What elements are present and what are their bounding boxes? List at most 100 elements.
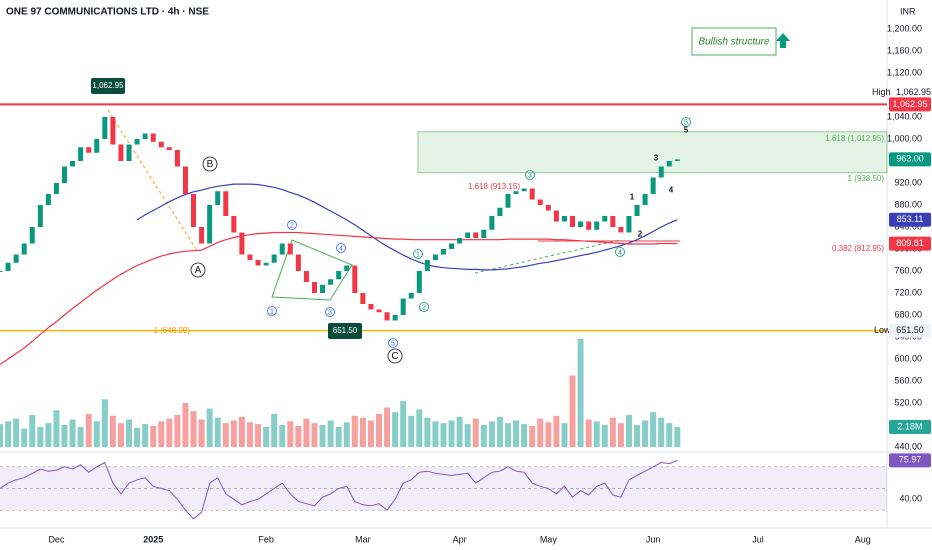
wave-label: 3 — [654, 154, 659, 163]
low-tag-bg — [889, 323, 931, 338]
candle — [328, 279, 334, 285]
target-zone — [417, 131, 888, 174]
wave-label: 2 — [290, 222, 294, 229]
candle — [53, 183, 59, 194]
wave-circle — [387, 348, 403, 364]
candle — [150, 133, 156, 142]
volume-bar — [448, 420, 455, 447]
candle — [489, 216, 495, 230]
volume-bar — [496, 416, 503, 447]
candle — [441, 249, 446, 255]
volume-bar — [367, 420, 374, 447]
wave-triangle — [271, 239, 353, 301]
volume-bar — [561, 423, 568, 447]
candle — [505, 194, 511, 208]
y-tick-label: 600.00 — [894, 353, 922, 363]
volume-bar — [198, 419, 205, 447]
y-tick-label: 1,200.00 — [887, 23, 922, 33]
volume-bar — [61, 425, 68, 447]
candle — [29, 227, 35, 244]
candle — [279, 243, 285, 255]
candle — [360, 293, 366, 304]
volume-bar — [400, 401, 407, 447]
candle — [142, 133, 148, 139]
price-tag: 963.00 — [896, 154, 924, 164]
volume-bar — [222, 423, 229, 447]
candle — [642, 194, 648, 205]
volume-bar — [190, 411, 197, 447]
volume-bar — [351, 415, 358, 447]
volume-bar — [311, 423, 318, 447]
candle — [666, 161, 672, 167]
candle — [618, 227, 624, 233]
volume-bar — [69, 419, 76, 447]
ma-tag-bg — [889, 212, 931, 227]
ma-tag: 853.11 — [897, 214, 924, 224]
y-tick-label: 560.00 — [894, 375, 922, 385]
candle — [13, 254, 19, 263]
volume-bar — [464, 424, 471, 447]
wave-label: 5 — [684, 119, 688, 126]
volume-bar — [537, 418, 544, 447]
volume-bar — [432, 421, 439, 447]
candle — [658, 166, 664, 178]
volume-bar — [158, 421, 165, 447]
wave-label: 3 — [528, 172, 532, 179]
volume-bar — [303, 418, 310, 447]
wave-circle — [325, 307, 335, 317]
candle — [118, 144, 124, 161]
chart-title: ONE 97 COMMUNICATIONS LTD · 4h · NSE — [6, 7, 209, 18]
wave-circle — [190, 262, 206, 278]
low-caption: Low — [874, 325, 891, 335]
volume-bar — [263, 426, 270, 447]
volume-bar — [513, 420, 520, 447]
volume-bar — [384, 407, 391, 447]
candle — [247, 254, 253, 260]
volume-bar — [617, 423, 624, 447]
wave-circle — [267, 306, 277, 316]
volume-bar — [601, 425, 608, 447]
volume-bar — [246, 422, 253, 447]
volume-bar — [101, 399, 108, 447]
volume-bar — [480, 425, 487, 447]
candle — [239, 232, 245, 255]
y-tick-label: 1,000.00 — [887, 133, 922, 143]
candle — [271, 254, 277, 263]
wave-circle — [413, 249, 423, 259]
rsi-tag-bg — [889, 453, 931, 468]
ma-tag-bg — [889, 236, 931, 251]
candle — [424, 260, 430, 271]
wave-label: 4 — [669, 186, 674, 195]
note: Bullish structure — [698, 37, 770, 48]
volume-bar — [166, 418, 173, 447]
volume-bar — [230, 420, 237, 447]
volume-bar — [625, 414, 632, 447]
volume-tag-bg — [889, 420, 931, 435]
candle — [223, 191, 229, 216]
volume-bar — [85, 414, 92, 447]
volume-bar — [214, 417, 221, 447]
candle — [674, 159, 680, 161]
volume-bar — [238, 416, 245, 447]
candle — [311, 282, 317, 293]
volume-bar — [359, 417, 366, 447]
volume-bar — [440, 423, 447, 447]
wave-label: 4 — [339, 245, 343, 252]
candle — [126, 144, 132, 161]
rsi-tick-label: 40.00 — [899, 494, 922, 504]
wave-label: B — [207, 159, 214, 170]
candle — [537, 199, 543, 205]
volume-bar — [674, 427, 681, 447]
volume-bar — [255, 424, 262, 447]
wave-circle — [287, 220, 297, 230]
wave-label: 5 — [391, 340, 395, 347]
volume-bar — [521, 424, 528, 447]
candle — [70, 161, 76, 167]
x-tick-label: Jul — [752, 534, 764, 544]
candle — [191, 194, 197, 227]
x-tick-label: Jun — [646, 534, 661, 544]
x-tick-label: Dec — [48, 534, 65, 544]
volume-bar — [271, 414, 278, 447]
y-tick-label: 440.00 — [894, 441, 922, 451]
candle — [287, 243, 293, 255]
